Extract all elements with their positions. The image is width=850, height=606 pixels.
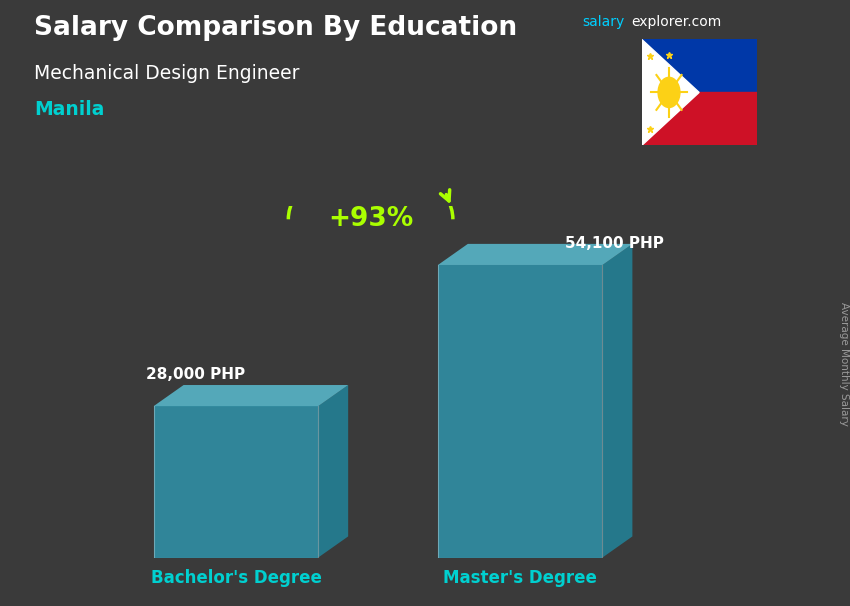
Polygon shape [438,244,632,265]
Circle shape [658,78,680,107]
Text: Average Monthly Salary: Average Monthly Salary [839,302,849,425]
Polygon shape [154,406,318,558]
Polygon shape [318,385,348,558]
Text: 28,000 PHP: 28,000 PHP [146,367,246,382]
Text: salary: salary [582,15,625,29]
Polygon shape [642,39,699,145]
Text: Manila: Manila [34,100,105,119]
Text: 54,100 PHP: 54,100 PHP [565,236,664,251]
Text: explorer.com: explorer.com [632,15,722,29]
Polygon shape [154,385,348,406]
Polygon shape [438,265,603,558]
Polygon shape [642,92,756,145]
Polygon shape [642,39,756,92]
Polygon shape [603,244,632,558]
Text: Mechanical Design Engineer: Mechanical Design Engineer [34,64,299,82]
Text: +93%: +93% [328,206,413,232]
Text: Salary Comparison By Education: Salary Comparison By Education [34,15,517,41]
